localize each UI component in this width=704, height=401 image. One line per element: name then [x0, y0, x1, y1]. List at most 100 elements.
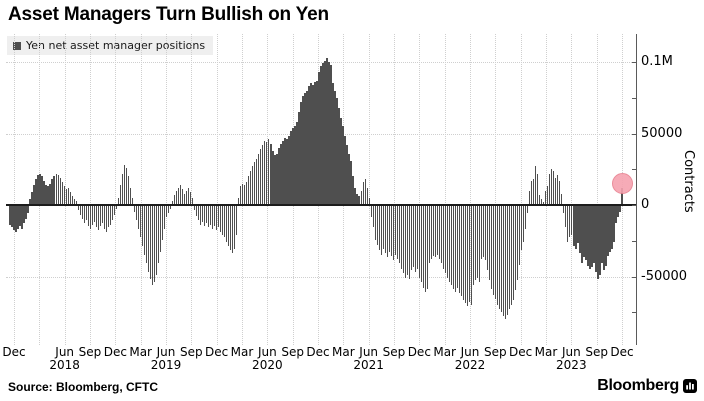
- x-tick-label: Jun: [156, 345, 176, 359]
- bar: [173, 194, 176, 205]
- bar: [358, 196, 360, 205]
- bar: [356, 193, 358, 205]
- bar: [161, 206, 164, 241]
- bar: [39, 173, 41, 205]
- bar: [270, 143, 272, 205]
- x-tick-label: Dec: [509, 345, 533, 359]
- bar: [81, 206, 83, 219]
- x-tick-label: Jun: [561, 345, 581, 359]
- bar: [432, 206, 435, 257]
- bar: [426, 206, 429, 289]
- bar: [226, 206, 228, 242]
- vertical-gridline: [393, 34, 395, 345]
- bar: [135, 206, 138, 221]
- bar: [35, 179, 37, 205]
- y-axis-tick: [632, 169, 636, 171]
- bar: [412, 206, 414, 268]
- bar: [446, 206, 449, 278]
- bar: [396, 206, 398, 259]
- bar: [214, 206, 216, 227]
- x-tick-label: Jun: [359, 345, 379, 359]
- x-tick-label: Mar: [534, 345, 558, 359]
- bar: [402, 206, 404, 274]
- bar: [43, 180, 45, 205]
- bar: [350, 160, 352, 205]
- bar: [260, 149, 262, 205]
- bar: [511, 206, 513, 305]
- bar: [567, 206, 569, 242]
- bar: [583, 206, 585, 258]
- bar: [286, 139, 288, 205]
- bar: [478, 206, 481, 282]
- bar: [169, 206, 172, 209]
- bar: [71, 196, 73, 205]
- bar: [228, 206, 230, 247]
- bar: [539, 194, 541, 205]
- bar: [105, 206, 107, 232]
- bar: [551, 169, 553, 205]
- bar: [47, 186, 49, 205]
- bar: [366, 187, 368, 205]
- bar: [456, 206, 459, 288]
- bar: [300, 102, 302, 205]
- x-tick-label: Sep: [585, 345, 608, 359]
- bar: [444, 206, 447, 274]
- bar: [597, 206, 599, 279]
- legend-item[interactable]: Yen net asset manager positions: [7, 36, 214, 55]
- vertical-gridline: [495, 34, 497, 345]
- vertical-gridline: [469, 34, 471, 345]
- bar: [264, 140, 266, 205]
- bar: [525, 206, 527, 229]
- x-tick-label: Dec: [205, 345, 229, 359]
- bar: [210, 206, 212, 225]
- bar: [310, 83, 312, 205]
- bar: [472, 206, 475, 285]
- x-tick-label: Mar: [332, 345, 355, 359]
- bar: [508, 206, 511, 309]
- bar: [131, 197, 134, 205]
- bar: [348, 153, 350, 205]
- vertical-gridline: [267, 34, 269, 345]
- bar: [549, 173, 551, 205]
- bar: [517, 206, 519, 281]
- bar: [23, 206, 25, 224]
- bar: [615, 206, 617, 224]
- bar: [195, 206, 198, 216]
- bar: [408, 206, 410, 279]
- y-tick-label: 0.1M: [641, 54, 673, 69]
- bar: [41, 176, 43, 205]
- bar: [284, 137, 286, 205]
- bar: [374, 206, 376, 241]
- bar: [591, 206, 593, 268]
- bar: [513, 206, 515, 301]
- bar: [165, 206, 168, 218]
- bar: [482, 206, 485, 258]
- bar: [117, 197, 119, 205]
- bar: [587, 206, 589, 267]
- bar: [529, 190, 531, 205]
- bar: [486, 206, 489, 271]
- bar: [208, 206, 210, 228]
- bar: [504, 206, 507, 319]
- x-tick-label: Sep: [484, 345, 507, 359]
- x-tick-label: Mar: [129, 345, 152, 359]
- bar: [262, 144, 264, 205]
- bar: [141, 206, 144, 247]
- bar: [280, 143, 282, 205]
- bar: [276, 153, 278, 205]
- bar: [332, 83, 334, 205]
- bar: [474, 206, 477, 281]
- latest-value-marker: [611, 173, 633, 195]
- bar: [468, 206, 471, 302]
- y-axis-tick: [632, 276, 636, 278]
- bar: [185, 190, 188, 205]
- bar: [298, 112, 300, 205]
- bar: [354, 187, 356, 205]
- bar: [187, 187, 190, 205]
- bar: [500, 206, 503, 312]
- bar: [414, 206, 416, 272]
- bar: [143, 206, 146, 255]
- bar: [17, 206, 19, 229]
- horizontal-gridline: [6, 62, 636, 63]
- bar: [581, 206, 583, 264]
